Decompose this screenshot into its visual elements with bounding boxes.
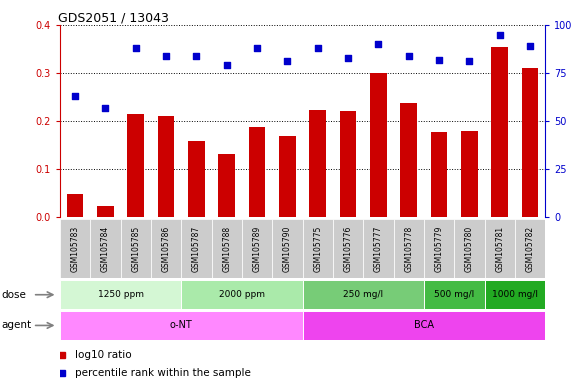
Point — [162, 53, 171, 59]
Text: GSM105783: GSM105783 — [71, 225, 79, 272]
Text: GSM105778: GSM105778 — [404, 225, 413, 272]
Bar — [60, 219, 90, 278]
Bar — [393, 219, 424, 278]
Bar — [272, 219, 303, 278]
Bar — [303, 280, 424, 309]
Bar — [370, 73, 387, 217]
Point — [404, 53, 413, 59]
Bar — [340, 111, 356, 217]
Bar — [424, 280, 485, 309]
Text: 500 mg/l: 500 mg/l — [434, 290, 475, 299]
Bar — [303, 311, 545, 340]
Bar — [279, 136, 296, 217]
Bar — [485, 280, 545, 309]
Bar — [60, 311, 303, 340]
Bar — [90, 219, 120, 278]
Text: GSM105784: GSM105784 — [101, 225, 110, 272]
Point — [283, 58, 292, 65]
Point — [465, 58, 474, 65]
Point — [313, 45, 323, 51]
Bar — [363, 219, 393, 278]
Bar — [127, 114, 144, 217]
Bar — [219, 154, 235, 217]
Bar — [333, 219, 363, 278]
Bar — [249, 127, 266, 217]
Bar — [151, 219, 182, 278]
Text: 2000 ppm: 2000 ppm — [219, 290, 265, 299]
Point — [495, 31, 504, 38]
Point — [344, 55, 353, 61]
Bar — [309, 111, 326, 217]
Text: percentile rank within the sample: percentile rank within the sample — [74, 367, 251, 377]
Text: GSM105781: GSM105781 — [495, 225, 504, 272]
Text: GSM105780: GSM105780 — [465, 225, 474, 272]
Text: GSM105775: GSM105775 — [313, 225, 322, 272]
Point — [71, 93, 80, 99]
Text: agent: agent — [1, 320, 31, 331]
Bar — [242, 219, 272, 278]
Text: GDS2051 / 13043: GDS2051 / 13043 — [58, 12, 168, 25]
Bar — [97, 207, 114, 217]
Text: GSM105788: GSM105788 — [222, 225, 231, 272]
Text: 1250 ppm: 1250 ppm — [98, 290, 144, 299]
Bar — [461, 131, 478, 217]
Point — [131, 45, 140, 51]
Bar — [67, 194, 83, 217]
Point — [192, 53, 201, 59]
Text: GSM105785: GSM105785 — [131, 225, 140, 272]
Text: GSM105789: GSM105789 — [252, 225, 262, 272]
Point — [101, 104, 110, 111]
Point — [435, 56, 444, 63]
Bar — [182, 280, 303, 309]
Bar — [120, 219, 151, 278]
Bar — [303, 219, 333, 278]
Bar — [188, 141, 205, 217]
Text: GSM105776: GSM105776 — [344, 225, 353, 272]
Text: dose: dose — [1, 290, 26, 300]
Text: GSM105787: GSM105787 — [192, 225, 201, 272]
Text: GSM105786: GSM105786 — [162, 225, 171, 272]
Text: 250 mg/l: 250 mg/l — [343, 290, 383, 299]
Bar — [431, 132, 448, 217]
Text: BCA: BCA — [414, 320, 434, 331]
Text: GSM105777: GSM105777 — [374, 225, 383, 272]
Bar — [212, 219, 242, 278]
Bar — [515, 219, 545, 278]
Text: GSM105790: GSM105790 — [283, 225, 292, 272]
Bar — [492, 46, 508, 217]
Bar — [455, 219, 485, 278]
Bar — [522, 68, 538, 217]
Bar — [400, 103, 417, 217]
Text: 1000 mg/l: 1000 mg/l — [492, 290, 538, 299]
Text: GSM105782: GSM105782 — [526, 225, 534, 272]
Bar — [424, 219, 455, 278]
Bar — [182, 219, 212, 278]
Text: GSM105779: GSM105779 — [435, 225, 444, 272]
Point — [374, 41, 383, 47]
Point — [222, 62, 231, 68]
Bar — [158, 116, 175, 217]
Bar — [485, 219, 515, 278]
Text: log10 ratio: log10 ratio — [74, 350, 131, 360]
Point — [525, 43, 534, 49]
Point — [252, 45, 262, 51]
Text: o-NT: o-NT — [170, 320, 192, 331]
Bar — [60, 280, 182, 309]
